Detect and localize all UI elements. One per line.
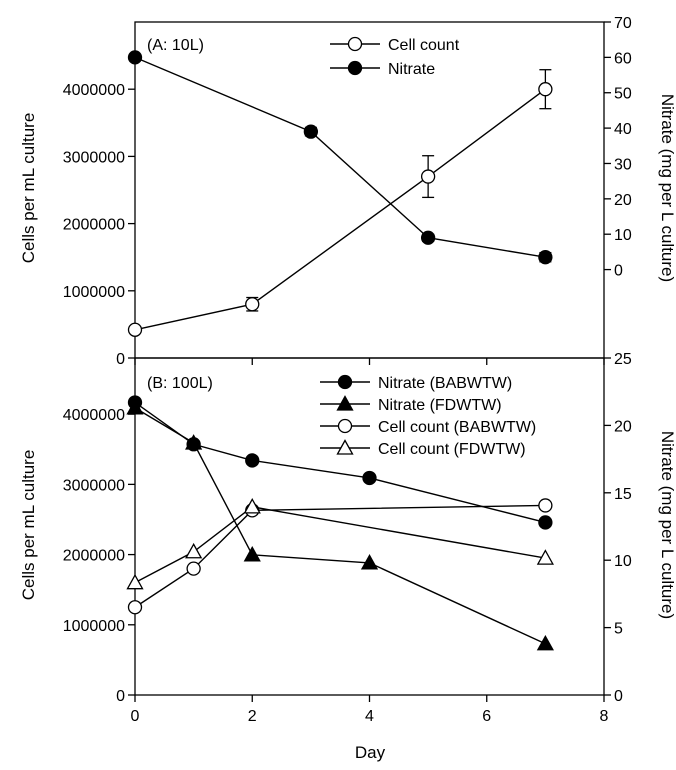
plot-frame bbox=[134, 21, 605, 359]
series-line bbox=[134, 56, 546, 258]
data-point bbox=[186, 561, 201, 576]
series-line bbox=[134, 506, 546, 584]
legend-marker bbox=[336, 439, 354, 455]
right-tick-label: 60 bbox=[614, 50, 632, 67]
panel-a-label: (A: 10L) bbox=[147, 37, 204, 54]
data-point bbox=[538, 498, 553, 513]
legend-label: Nitrate (FDWTW) bbox=[378, 397, 502, 414]
panel-b-right-axis-title: Nitrate (mg per L culture) bbox=[658, 431, 676, 619]
data-point bbox=[420, 169, 436, 184]
left-tick-label: 3000000 bbox=[63, 477, 125, 494]
right-tick-label: 10 bbox=[614, 227, 632, 244]
data-point bbox=[185, 542, 203, 559]
data-point bbox=[127, 600, 143, 615]
data-point bbox=[127, 50, 143, 65]
data-point bbox=[538, 250, 553, 265]
x-axis-title: Day bbox=[355, 743, 386, 762]
data-point bbox=[127, 322, 143, 337]
right-tick-label: 10 bbox=[614, 553, 632, 570]
panel-a-right-axis-title: Nitrate (mg per L culture) bbox=[658, 94, 676, 282]
panel-a: 0 1000000 2000000 3000000 4000000 0 10 20 30 40 50… bbox=[63, 15, 632, 368]
left-tick-label: 0 bbox=[116, 351, 125, 368]
data-point bbox=[245, 297, 260, 312]
right-tick-label: 30 bbox=[614, 156, 632, 173]
data-point bbox=[360, 554, 379, 570]
right-tick-label: 40 bbox=[614, 121, 632, 138]
x-tick-label: 6 bbox=[482, 708, 491, 725]
right-tick-label: 70 bbox=[614, 15, 632, 32]
series-line bbox=[134, 504, 546, 608]
legend-marker bbox=[337, 418, 353, 434]
data-point bbox=[126, 573, 144, 590]
data-point bbox=[538, 515, 553, 530]
legend-marker bbox=[337, 374, 353, 390]
data-point bbox=[303, 124, 319, 139]
legend-label: Cell count (BABWTW) bbox=[378, 419, 536, 436]
left-tick-label: 4000000 bbox=[63, 407, 125, 424]
data-point bbox=[185, 434, 203, 450]
left-tick-label: 2000000 bbox=[63, 217, 125, 234]
plot-frame bbox=[134, 357, 605, 696]
panel-b: 0100000020000003000000400000005101520250… bbox=[63, 351, 632, 725]
right-tick-label: 20 bbox=[614, 418, 632, 435]
right-tick-label: 0 bbox=[614, 263, 623, 280]
left-tick-label: 4000000 bbox=[63, 82, 125, 99]
data-point bbox=[362, 470, 377, 486]
panel-a-left-axis-title: Cells per mL culture bbox=[19, 113, 38, 264]
data-point bbox=[420, 230, 436, 245]
data-point bbox=[243, 498, 261, 514]
data-point bbox=[536, 634, 554, 651]
left-tick-label: 3000000 bbox=[63, 149, 125, 166]
legend-label: Nitrate bbox=[388, 61, 435, 78]
data-point bbox=[536, 549, 554, 565]
panel-b-label: (B: 100L) bbox=[147, 375, 213, 392]
legend-label: Cell count (FDWTW) bbox=[378, 441, 526, 458]
right-tick-label: 15 bbox=[614, 486, 632, 503]
x-tick-label: 4 bbox=[365, 708, 374, 725]
x-tick-label: 8 bbox=[600, 708, 609, 725]
panel-b-left-axis-title: Cells per mL culture bbox=[19, 450, 38, 601]
x-tick-label: 2 bbox=[248, 708, 257, 725]
legend-label: Nitrate (BABWTW) bbox=[378, 375, 512, 392]
right-tick-label: 20 bbox=[614, 192, 632, 209]
right-tick-label: 0 bbox=[614, 688, 623, 705]
data-point bbox=[243, 545, 261, 562]
legend-marker bbox=[347, 60, 363, 76]
series-line bbox=[134, 88, 546, 331]
right-tick-label: 50 bbox=[614, 86, 632, 103]
data-point bbox=[245, 453, 260, 468]
left-tick-label: 0 bbox=[116, 688, 125, 705]
x-tick-label: 0 bbox=[131, 708, 140, 725]
legend-marker bbox=[347, 36, 363, 52]
legend-marker bbox=[336, 395, 354, 411]
left-tick-label: 1000000 bbox=[63, 618, 125, 635]
data-point bbox=[538, 82, 553, 97]
right-tick-label: 5 bbox=[614, 621, 623, 638]
data-point bbox=[126, 399, 144, 415]
legend-label: Cell count bbox=[388, 37, 460, 54]
left-tick-label: 2000000 bbox=[63, 548, 125, 565]
right-tick-label: 25 bbox=[614, 351, 632, 368]
left-tick-label: 1000000 bbox=[63, 284, 125, 301]
